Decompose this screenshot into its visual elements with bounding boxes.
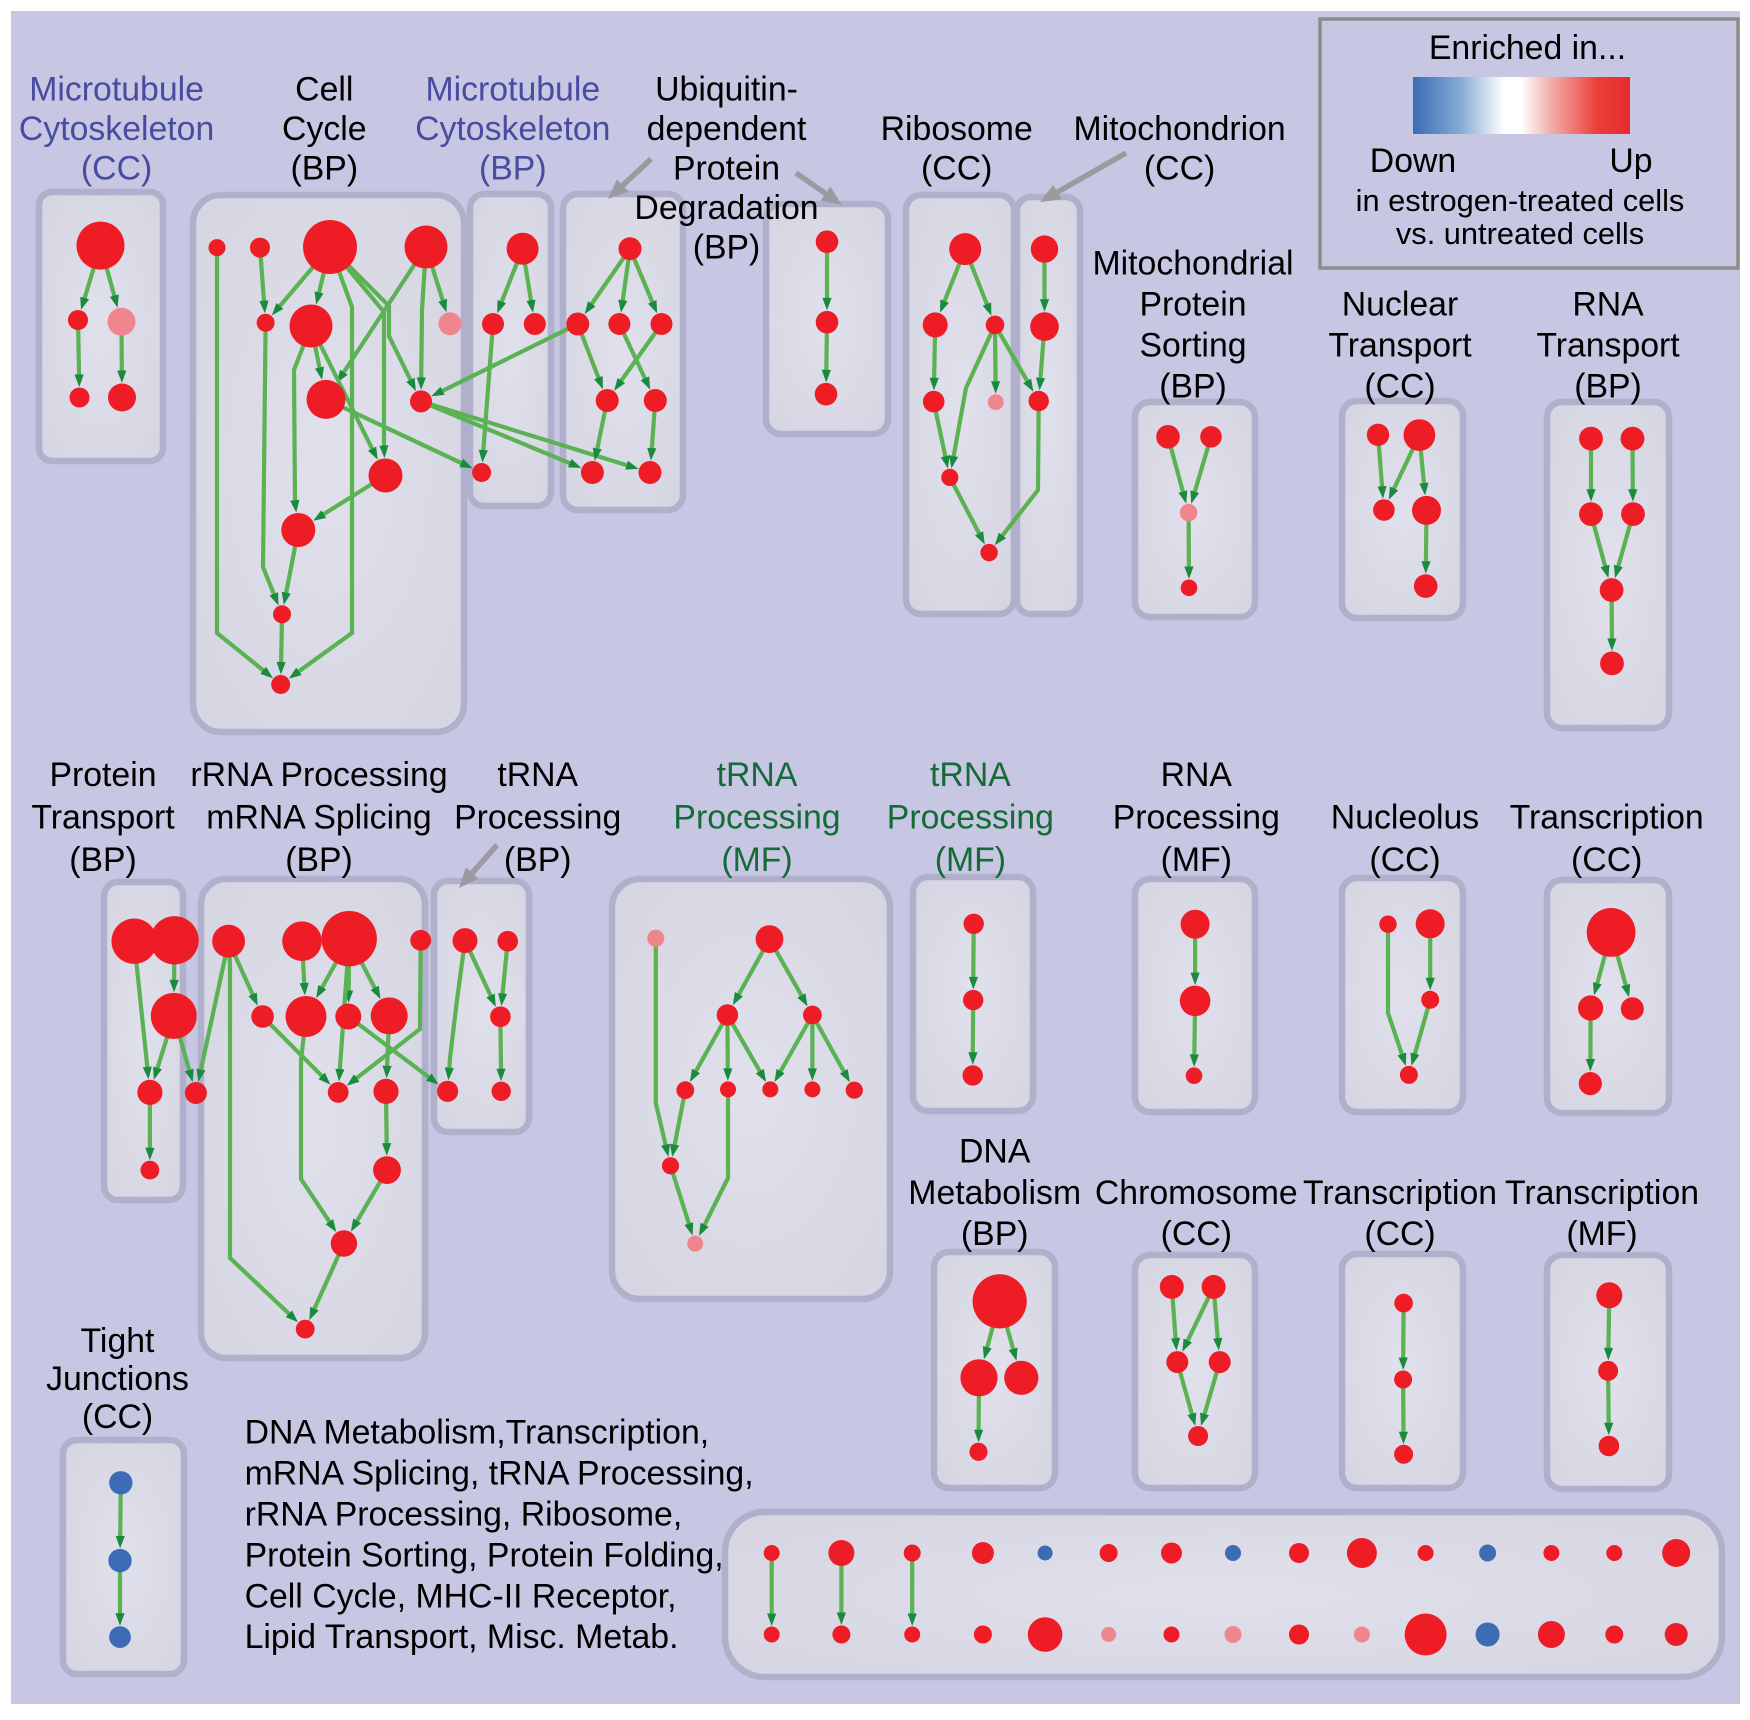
svg-text:tRNA: tRNA — [497, 756, 578, 794]
svg-text:Cell: Cell — [295, 71, 353, 109]
svg-text:(CC): (CC) — [1369, 841, 1440, 879]
svg-text:(BP): (BP) — [693, 229, 761, 267]
svg-text:RNA: RNA — [1572, 286, 1644, 324]
svg-text:Transcription: Transcription — [1505, 1174, 1699, 1212]
svg-text:Protein: Protein — [673, 150, 780, 188]
svg-text:Transcription: Transcription — [1303, 1174, 1497, 1212]
svg-text:(BP): (BP) — [1574, 368, 1642, 406]
svg-text:(CC): (CC) — [1364, 368, 1435, 406]
svg-text:(CC): (CC) — [82, 1398, 153, 1436]
svg-text:mRNA Splicing, tRNA Processing: mRNA Splicing, tRNA Processing, — [245, 1455, 754, 1493]
svg-text:dependent: dependent — [647, 110, 807, 148]
svg-text:(MF): (MF) — [935, 841, 1006, 879]
svg-text:Down: Down — [1370, 142, 1456, 180]
svg-text:(BP): (BP) — [961, 1215, 1029, 1253]
svg-text:Microtubule: Microtubule — [425, 71, 600, 109]
svg-text:Processing: Processing — [454, 799, 621, 837]
svg-text:DNA Metabolism,Transcription,: DNA Metabolism,Transcription, — [245, 1414, 710, 1452]
svg-text:Processing: Processing — [1113, 799, 1280, 837]
svg-text:Ubiquitin-: Ubiquitin- — [655, 71, 798, 109]
svg-text:Up: Up — [1609, 142, 1652, 180]
svg-text:Processing: Processing — [887, 799, 1054, 837]
svg-text:Microtubule: Microtubule — [29, 71, 204, 109]
svg-text:DNA: DNA — [959, 1133, 1031, 1171]
svg-text:(MF): (MF) — [1161, 841, 1232, 879]
svg-text:Cytoskeleton: Cytoskeleton — [19, 110, 214, 148]
svg-text:Degradation: Degradation — [634, 189, 818, 227]
svg-text:Processing: Processing — [673, 799, 840, 837]
svg-text:Protein: Protein — [49, 756, 156, 794]
svg-text:Protein: Protein — [1139, 286, 1246, 324]
svg-text:(BP): (BP) — [504, 841, 572, 879]
svg-text:Tight: Tight — [81, 1322, 155, 1360]
svg-text:rRNA Processing, Ribosome,: rRNA Processing, Ribosome, — [245, 1496, 683, 1534]
svg-text:tRNA: tRNA — [717, 756, 798, 794]
svg-text:Transport: Transport — [31, 799, 175, 837]
svg-text:Mitochondrial: Mitochondrial — [1093, 245, 1294, 283]
svg-text:(CC): (CC) — [1364, 1215, 1435, 1253]
svg-text:Nuclear: Nuclear — [1342, 286, 1458, 324]
svg-text:Transport: Transport — [1328, 327, 1472, 365]
svg-text:(CC): (CC) — [1161, 1215, 1232, 1253]
svg-text:(BP): (BP) — [291, 150, 359, 188]
svg-text:Enriched in...: Enriched in... — [1429, 29, 1626, 67]
svg-text:Mitochondrion: Mitochondrion — [1073, 110, 1285, 148]
svg-text:Sorting: Sorting — [1139, 327, 1246, 365]
svg-text:Protein Sorting, Protein Foldi: Protein Sorting, Protein Folding, — [245, 1536, 724, 1574]
svg-text:Junctions: Junctions — [46, 1360, 189, 1398]
svg-text:Transcription: Transcription — [1510, 799, 1704, 837]
svg-text:(CC): (CC) — [1144, 150, 1215, 188]
svg-text:vs. untreated cells: vs. untreated cells — [1396, 216, 1644, 251]
svg-text:Ribosome: Ribosome — [881, 110, 1033, 148]
svg-text:(BP): (BP) — [1159, 368, 1227, 406]
svg-text:Cytoskeleton: Cytoskeleton — [415, 110, 610, 148]
svg-text:(BP): (BP) — [69, 841, 137, 879]
svg-text:rRNA Processing: rRNA Processing — [190, 756, 447, 794]
svg-text:(MF): (MF) — [1566, 1215, 1637, 1253]
svg-text:(CC): (CC) — [1571, 841, 1642, 879]
svg-text:in estrogen-treated cells: in estrogen-treated cells — [1356, 183, 1685, 218]
svg-text:Chromosome: Chromosome — [1095, 1174, 1298, 1212]
svg-text:RNA: RNA — [1161, 756, 1233, 794]
svg-text:tRNA: tRNA — [930, 756, 1011, 794]
svg-text:Metabolism: Metabolism — [908, 1174, 1081, 1212]
svg-text:Cell Cycle, MHC-II Receptor,: Cell Cycle, MHC-II Receptor, — [245, 1577, 677, 1615]
svg-text:(BP): (BP) — [479, 150, 547, 188]
svg-text:Nucleolus: Nucleolus — [1331, 799, 1479, 837]
svg-text:Lipid Transport, Misc. Metab.: Lipid Transport, Misc. Metab. — [245, 1618, 679, 1656]
svg-text:(BP): (BP) — [285, 841, 353, 879]
svg-text:Cycle: Cycle — [282, 110, 367, 148]
svg-text:Transport: Transport — [1536, 327, 1680, 365]
svg-text:(CC): (CC) — [921, 150, 992, 188]
svg-text:(CC): (CC) — [81, 150, 152, 188]
svg-text:(MF): (MF) — [721, 841, 792, 879]
svg-text:mRNA Splicing: mRNA Splicing — [206, 799, 431, 837]
